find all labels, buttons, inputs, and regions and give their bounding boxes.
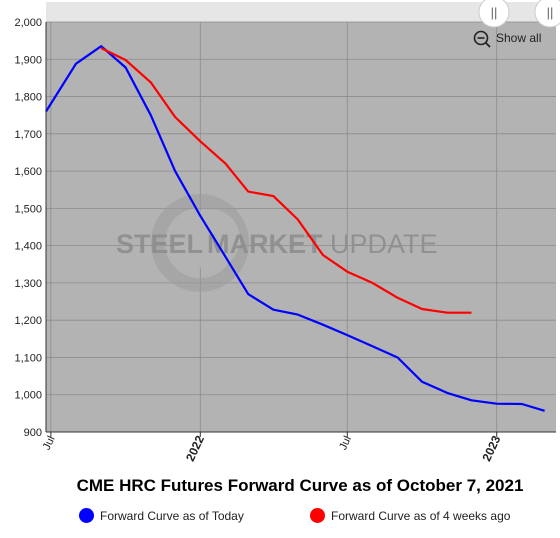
navigator-handle-left[interactable]: || [479,0,509,27]
x-tick-label: 2022 [183,433,207,463]
x-tick-label: Jul [41,434,58,452]
y-tick-label: 1,400 [14,241,42,253]
y-tick-label: 1,900 [14,54,42,66]
handle-grip-icon: || [491,5,498,20]
y-tick-label: 900 [24,427,42,439]
y-tick-label: 1,200 [14,315,42,327]
legend: Forward Curve as of Today Forward Curve … [0,508,560,528]
y-tick-label: 1,500 [14,203,42,215]
y-tick-label: 1,600 [14,166,42,178]
y-tick-label: 1,300 [14,278,42,290]
plot-area [46,2,556,432]
legend-label-today: Forward Curve as of Today [100,509,244,523]
legend-swatch-4-weeks-ago [310,508,325,523]
y-tick-label: 1,000 [14,390,42,402]
plot-background [46,22,556,432]
handle-grip-icon: || [547,5,554,20]
legend-label-4-weeks-ago: Forward Curve as of 4 weeks ago [331,509,510,523]
legend-swatch-today [79,508,94,523]
y-tick-label: 1,100 [14,352,42,364]
chart-title: CME HRC Futures Forward Curve as of Octo… [0,476,560,496]
show-all-label: Show all [496,31,541,45]
legend-item-4-weeks-ago[interactable]: Forward Curve as of 4 weeks ago [310,508,510,523]
watermark-word-update: UPDATE [323,229,438,259]
x-tick-label: Jul [337,434,354,452]
legend-item-today[interactable]: Forward Curve as of Today [79,508,244,523]
y-tick-label: 1,700 [14,129,42,141]
x-tick-label: 2023 [479,433,503,463]
watermark-word-steel: STEEL [116,229,203,259]
y-tick-label: 2,000 [14,17,42,29]
y-tick-label: 1,800 [14,92,42,104]
